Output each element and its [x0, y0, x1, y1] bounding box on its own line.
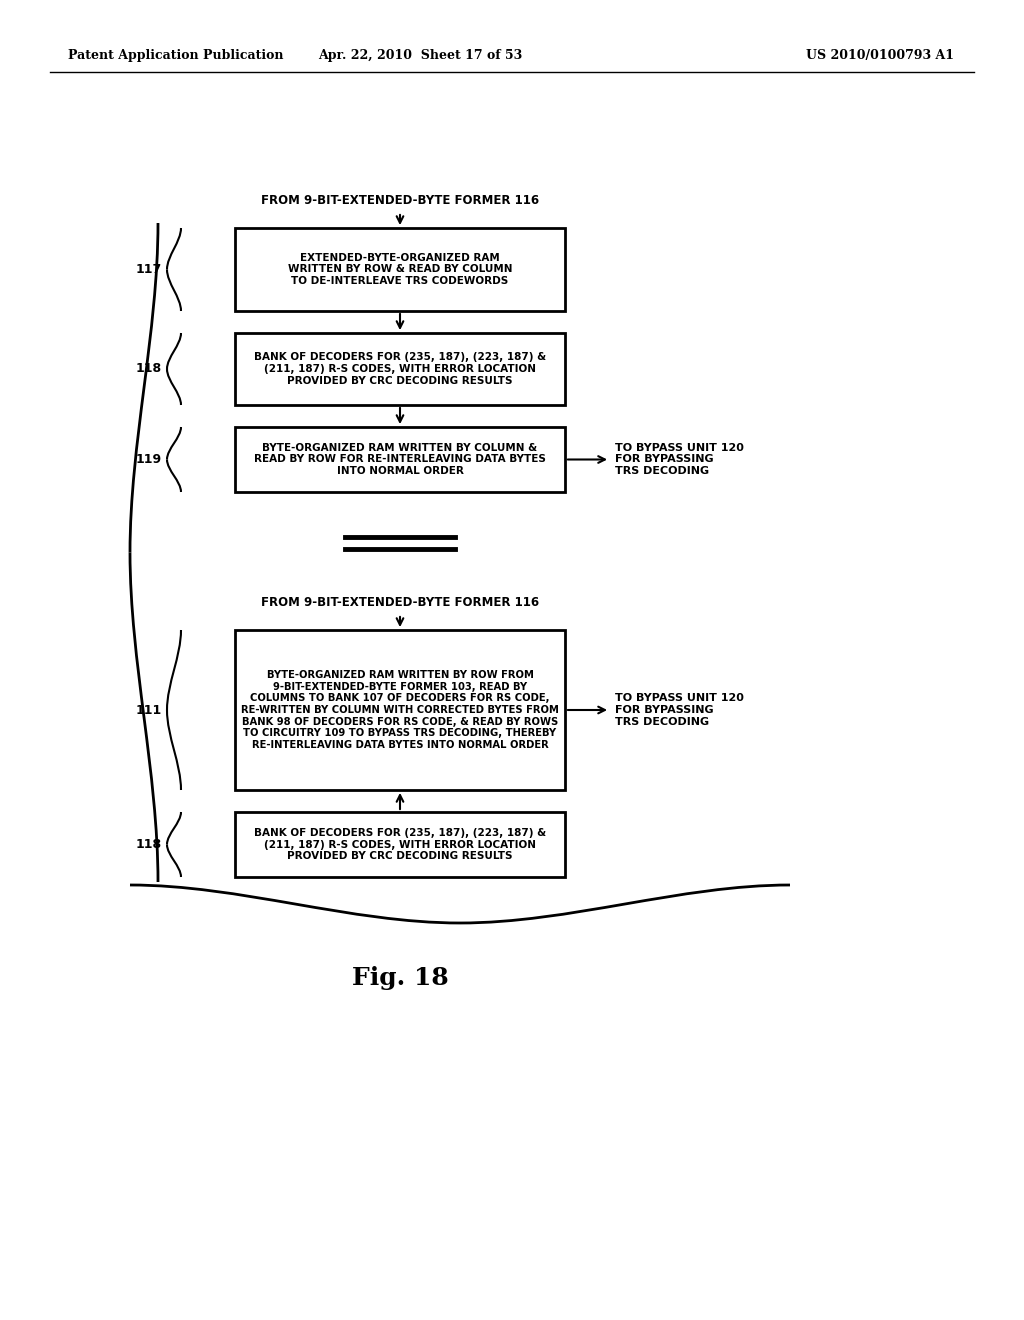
Text: Patent Application Publication: Patent Application Publication — [68, 49, 284, 62]
Text: EXTENDED-BYTE-ORGANIZED RAM
WRITTEN BY ROW & READ BY COLUMN
TO DE-INTERLEAVE TRS: EXTENDED-BYTE-ORGANIZED RAM WRITTEN BY R… — [288, 253, 512, 286]
Text: Apr. 22, 2010  Sheet 17 of 53: Apr. 22, 2010 Sheet 17 of 53 — [317, 49, 522, 62]
Text: TO BYPASS UNIT 120
FOR BYPASSING
TRS DECODING: TO BYPASS UNIT 120 FOR BYPASSING TRS DEC… — [615, 444, 743, 477]
Text: Fig. 18: Fig. 18 — [351, 966, 449, 990]
Text: 117: 117 — [136, 263, 162, 276]
Text: BYTE-ORGANIZED RAM WRITTEN BY ROW FROM
9-BIT-EXTENDED-BYTE FORMER 103, READ BY
C: BYTE-ORGANIZED RAM WRITTEN BY ROW FROM 9… — [241, 671, 559, 750]
Text: 118: 118 — [136, 363, 162, 375]
Text: 118: 118 — [136, 838, 162, 851]
FancyBboxPatch shape — [234, 333, 565, 405]
FancyBboxPatch shape — [234, 812, 565, 876]
FancyBboxPatch shape — [234, 630, 565, 789]
FancyBboxPatch shape — [234, 228, 565, 312]
Text: FROM 9-BIT-EXTENDED-BYTE FORMER 116: FROM 9-BIT-EXTENDED-BYTE FORMER 116 — [261, 194, 539, 206]
Text: US 2010/0100793 A1: US 2010/0100793 A1 — [806, 49, 954, 62]
Text: TO BYPASS UNIT 120
FOR BYPASSING
TRS DECODING: TO BYPASS UNIT 120 FOR BYPASSING TRS DEC… — [615, 693, 743, 726]
Text: BYTE-ORGANIZED RAM WRITTEN BY COLUMN &
READ BY ROW FOR RE-INTERLEAVING DATA BYTE: BYTE-ORGANIZED RAM WRITTEN BY COLUMN & R… — [254, 444, 546, 477]
Text: FROM 9-BIT-EXTENDED-BYTE FORMER 116: FROM 9-BIT-EXTENDED-BYTE FORMER 116 — [261, 595, 539, 609]
FancyBboxPatch shape — [234, 426, 565, 492]
Text: BANK OF DECODERS FOR (235, 187), (223, 187) &
(211, 187) R-S CODES, WITH ERROR L: BANK OF DECODERS FOR (235, 187), (223, 1… — [254, 352, 546, 385]
Text: BANK OF DECODERS FOR (235, 187), (223, 187) &
(211, 187) R-S CODES, WITH ERROR L: BANK OF DECODERS FOR (235, 187), (223, 1… — [254, 828, 546, 861]
Text: 119: 119 — [136, 453, 162, 466]
Text: 111: 111 — [136, 704, 162, 717]
